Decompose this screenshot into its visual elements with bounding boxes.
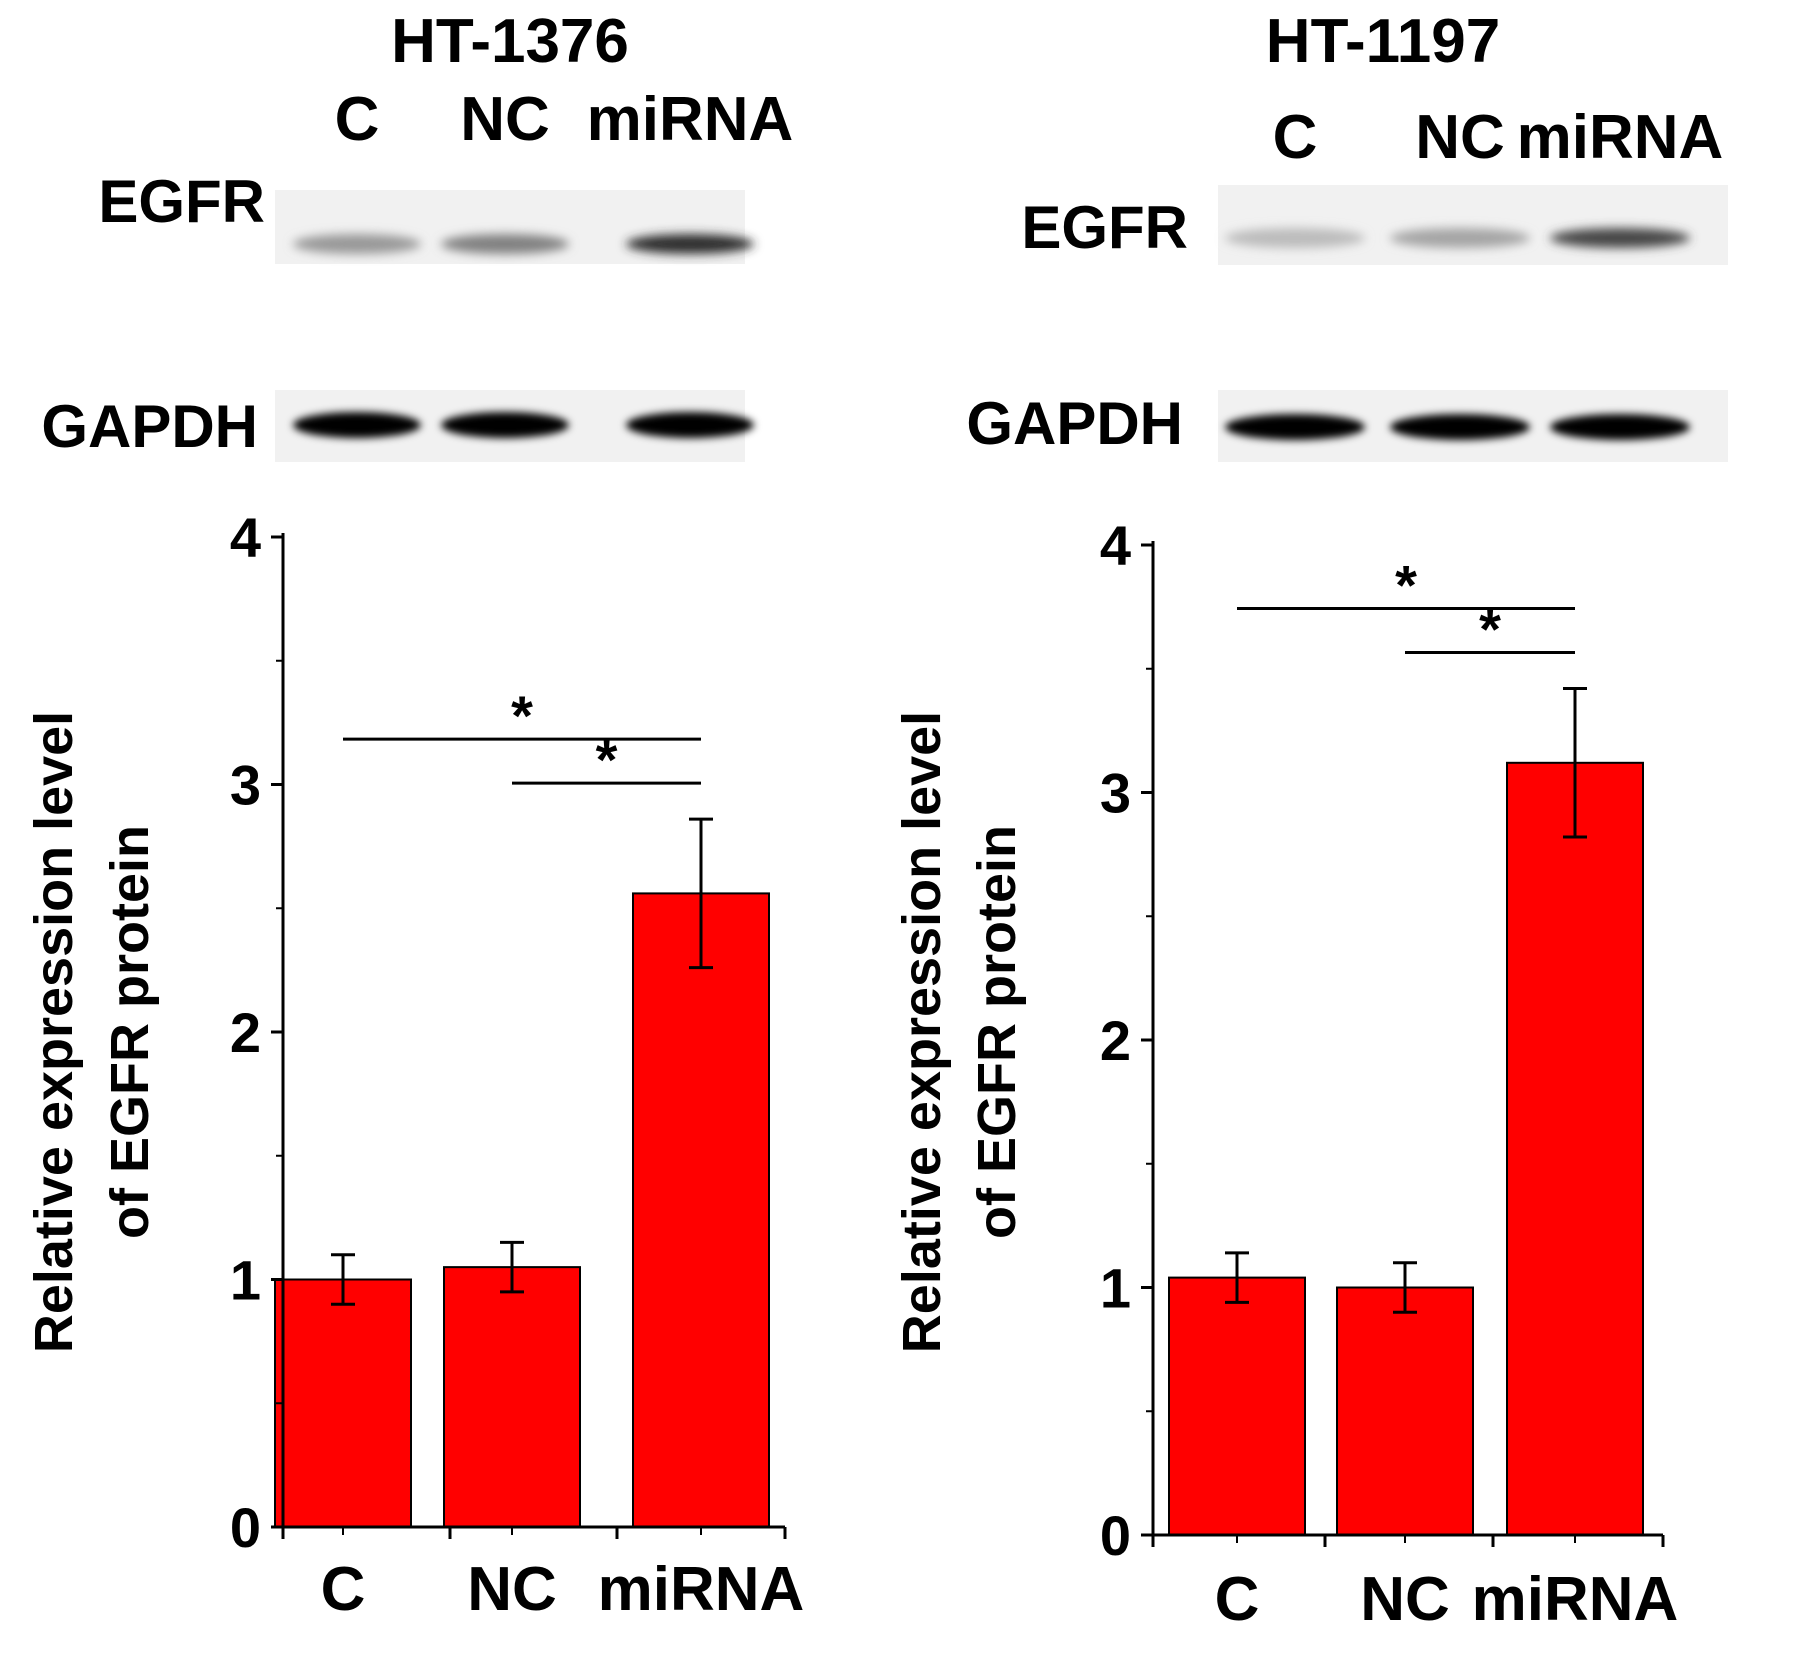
y-axis-label: of EGFR protein — [967, 825, 1027, 1239]
lane-label: NC — [1415, 103, 1505, 172]
bar-chart: 0 1 2 3 4 C NC miRNA Relative expression level of… — [892, 514, 1678, 1634]
band — [626, 234, 754, 254]
lane-label: NC — [460, 85, 550, 154]
cell-line-title: HT-1376 — [391, 7, 629, 76]
significance-marker: * — [1395, 554, 1417, 617]
bar — [1336, 1286, 1474, 1536]
bar-chart: 0 1 2 3 4 C NC miRNA Relative expression level of… — [24, 506, 804, 1624]
blot-label: GAPDH — [41, 393, 258, 460]
y-tick-label: 3 — [1100, 762, 1131, 825]
lane-label: C — [335, 85, 380, 154]
x-tick-label: miRNA — [1472, 1565, 1679, 1634]
band — [1550, 414, 1690, 440]
band — [1225, 414, 1365, 440]
band — [1225, 228, 1365, 248]
band — [293, 234, 421, 254]
lane-label: C — [1273, 103, 1318, 172]
band — [1550, 228, 1690, 248]
blot-egfr: EGFR — [1021, 185, 1728, 265]
band — [441, 412, 569, 438]
y-tick-label: 3 — [230, 754, 261, 817]
y-axis-label: Relative expression level — [24, 711, 84, 1353]
y-tick-label: 4 — [230, 506, 261, 569]
cell-line-title: HT-1197 — [1266, 7, 1500, 76]
blot-label: EGFR — [1021, 194, 1188, 261]
y-tick-label: 0 — [1100, 1504, 1131, 1567]
x-tick-label: C — [1215, 1565, 1260, 1634]
bar — [274, 1278, 412, 1528]
y-tick-label: 2 — [1100, 1009, 1131, 1072]
bar — [632, 892, 770, 1528]
y-axis-label: Relative expression level — [892, 711, 952, 1353]
significance-marker: * — [596, 728, 618, 791]
lane-label: miRNA — [587, 85, 794, 154]
bar — [443, 1266, 581, 1528]
x-tick-label: miRNA — [598, 1555, 805, 1624]
blot-gapdh: GAPDH — [41, 390, 754, 462]
y-tick-label: 1 — [1100, 1257, 1131, 1320]
blot-membrane — [1218, 185, 1728, 265]
x-tick-label: C — [321, 1555, 366, 1624]
band — [441, 234, 569, 254]
blot-egfr: EGFR — [98, 168, 754, 264]
band — [293, 412, 421, 438]
significance-marker: * — [1479, 598, 1501, 661]
y-tick-label: 2 — [230, 1001, 261, 1064]
bar — [1168, 1276, 1306, 1536]
band — [1390, 414, 1530, 440]
band — [1390, 228, 1530, 248]
y-axis-label: of EGFR protein — [100, 825, 160, 1239]
blot-gapdh: GAPDH — [966, 390, 1728, 462]
y-tick-label: 1 — [230, 1249, 261, 1312]
band — [626, 412, 754, 438]
y-tick-label: 0 — [230, 1496, 261, 1559]
x-tick-label: NC — [467, 1555, 557, 1624]
significance-marker: * — [511, 684, 533, 747]
lane-label: miRNA — [1517, 103, 1724, 172]
blot-label: GAPDH — [966, 390, 1183, 457]
y-tick-label: 4 — [1100, 514, 1131, 577]
blot-label: EGFR — [98, 168, 265, 235]
bar — [1506, 761, 1644, 1536]
x-tick-label: NC — [1360, 1565, 1450, 1634]
